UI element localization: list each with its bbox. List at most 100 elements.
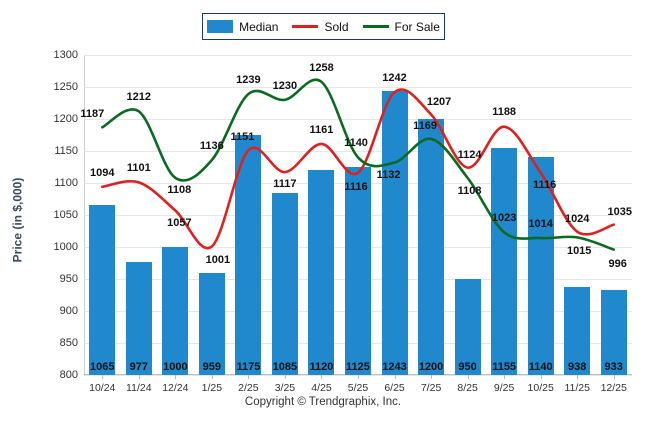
lines-layer bbox=[100, 78, 616, 251]
for-sale-value-label: 1015 bbox=[566, 245, 592, 258]
x-axis-tickmark bbox=[431, 375, 433, 379]
for-sale-value-label: 1140 bbox=[344, 137, 368, 150]
x-axis-tickmark bbox=[504, 375, 506, 379]
x-axis-tickmark bbox=[175, 375, 177, 379]
bar-slot: 1175 2/25 bbox=[230, 55, 267, 394]
sold-value-label: 1116 bbox=[533, 178, 557, 191]
median-bar-value-label: 950 bbox=[458, 361, 477, 373]
for-sale-value-label: 1136 bbox=[199, 139, 224, 152]
y-axis-tick-label: 950 bbox=[59, 273, 78, 285]
x-axis-tick-label: 12/25 bbox=[600, 382, 627, 394]
for-sale-value-label: 1230 bbox=[272, 79, 298, 92]
median-bar[interactable] bbox=[198, 273, 225, 375]
median-bar[interactable] bbox=[162, 247, 189, 375]
x-axis-tickmark bbox=[102, 375, 104, 379]
median-bar[interactable] bbox=[235, 135, 262, 375]
for-sale-value-label: 1014 bbox=[528, 218, 553, 231]
sold-line-swatch-icon bbox=[292, 25, 319, 28]
legend-item-for-sale[interactable]: For Sale bbox=[362, 19, 440, 34]
for-sale-line[interactable] bbox=[100, 78, 616, 251]
median-bar-value-label: 959 bbox=[202, 361, 222, 373]
x-axis-tickmark bbox=[211, 375, 213, 379]
median-bar[interactable] bbox=[125, 261, 152, 375]
x-axis-tick-label: 4/25 bbox=[311, 382, 332, 394]
y-axis-tick-label: 850 bbox=[59, 337, 78, 349]
bar-slot: 1155 9/25 bbox=[486, 55, 523, 394]
legend-label-for-sale: For Sale bbox=[394, 19, 440, 34]
copyright-text: Copyright © Trendgraphix, Inc. bbox=[244, 396, 402, 408]
x-axis-tickmark bbox=[321, 375, 323, 379]
x-axis-tickmark bbox=[467, 375, 469, 379]
for-sale-value-label: 1187 bbox=[80, 108, 105, 121]
for-sale-value-label: 1108 bbox=[457, 184, 482, 197]
x-axis-tick-label: 2/25 bbox=[238, 382, 259, 394]
bar-slot: 938 11/25 bbox=[559, 55, 596, 394]
median-bar-value-label: 977 bbox=[129, 361, 148, 373]
median-bar[interactable] bbox=[600, 289, 627, 375]
bar-slot: 1125 5/25 bbox=[340, 55, 377, 394]
bar-slot: 1200 7/25 bbox=[413, 55, 450, 394]
for-sale-value-label: 1108 bbox=[167, 183, 192, 196]
bar-slot: 933 12/25 bbox=[595, 55, 632, 394]
gridline bbox=[84, 55, 632, 56]
sold-line[interactable] bbox=[100, 88, 616, 250]
median-bar-value-label: 1085 bbox=[272, 361, 298, 373]
legend-item-sold[interactable]: Sold bbox=[292, 19, 349, 34]
sold-value-label: 1057 bbox=[167, 216, 192, 229]
chart-legend: Median Sold For Sale bbox=[202, 13, 445, 40]
sold-value-label: 1116 bbox=[344, 180, 368, 193]
x-axis-tickmark bbox=[613, 375, 615, 379]
sold-value-label: 1161 bbox=[309, 123, 334, 136]
for-sale-value-label: 1023 bbox=[491, 212, 517, 225]
x-axis-tickmark bbox=[357, 375, 359, 379]
y-axis-title-text: Price (in $,000) bbox=[10, 177, 24, 263]
median-bar[interactable] bbox=[454, 279, 481, 375]
x-axis-tickmark bbox=[284, 375, 286, 379]
median-bar-value-label: 938 bbox=[568, 361, 587, 373]
median-bar[interactable] bbox=[418, 119, 445, 375]
x-axis-tick-label: 6/25 bbox=[384, 382, 405, 394]
legend-item-median[interactable]: Median bbox=[207, 20, 278, 33]
x-axis-tick-label: 8/25 bbox=[457, 382, 478, 394]
median-bar[interactable] bbox=[381, 91, 408, 375]
bar-slot: 1085 3/25 bbox=[267, 55, 304, 394]
sold-value-label: 1117 bbox=[273, 178, 297, 191]
x-axis-tick-label: 12/24 bbox=[162, 382, 189, 394]
median-bar[interactable] bbox=[491, 147, 518, 375]
bar-slot: 950 8/25 bbox=[449, 55, 486, 394]
median-bar[interactable] bbox=[564, 286, 591, 375]
x-axis-tick-label: 11/24 bbox=[126, 382, 152, 394]
median-bar-value-label: 933 bbox=[604, 361, 623, 373]
y-axis-tick-label: 1150 bbox=[54, 145, 78, 157]
median-bar-value-label: 1155 bbox=[492, 361, 517, 373]
x-axis-tickmark bbox=[540, 375, 542, 379]
median-bar-value-label: 1140 bbox=[528, 361, 553, 373]
median-bar-value-label: 1065 bbox=[90, 361, 115, 373]
for-sale-value-label: 1169 bbox=[413, 119, 437, 132]
x-axis-tickmark bbox=[394, 375, 396, 379]
y-axis-tick-label: 1300 bbox=[53, 49, 78, 61]
for-sale-value-label: 1258 bbox=[309, 61, 334, 74]
median-bar[interactable] bbox=[89, 205, 116, 375]
y-axis-tick-label: 1050 bbox=[53, 209, 78, 221]
sold-value-label: 1035 bbox=[607, 205, 632, 218]
x-axis-tick-label: 7/25 bbox=[420, 382, 442, 394]
y-axis-tick-label: 900 bbox=[59, 305, 78, 317]
y-axis-tick-label: 1000 bbox=[53, 241, 78, 253]
y-axis-tick-label: 1200 bbox=[53, 113, 78, 125]
x-axis-tickmark bbox=[138, 375, 140, 379]
y-axis-tick-label: 800 bbox=[59, 369, 78, 381]
for-sale-value-label: 1239 bbox=[236, 74, 261, 87]
gridline bbox=[84, 119, 632, 120]
median-bar[interactable] bbox=[308, 170, 335, 375]
median-bar[interactable] bbox=[527, 157, 554, 375]
median-bar-swatch-icon bbox=[207, 20, 234, 33]
median-bar[interactable] bbox=[271, 192, 298, 375]
bar-slot: 1065 10/24 bbox=[84, 55, 121, 394]
median-bar-value-label: 1000 bbox=[163, 361, 188, 373]
legend-label-sold: Sold bbox=[324, 19, 349, 34]
median-bar[interactable] bbox=[344, 167, 371, 375]
bar-slot: 959 1/25 bbox=[194, 55, 231, 394]
legend-label-median: Median bbox=[239, 19, 279, 34]
